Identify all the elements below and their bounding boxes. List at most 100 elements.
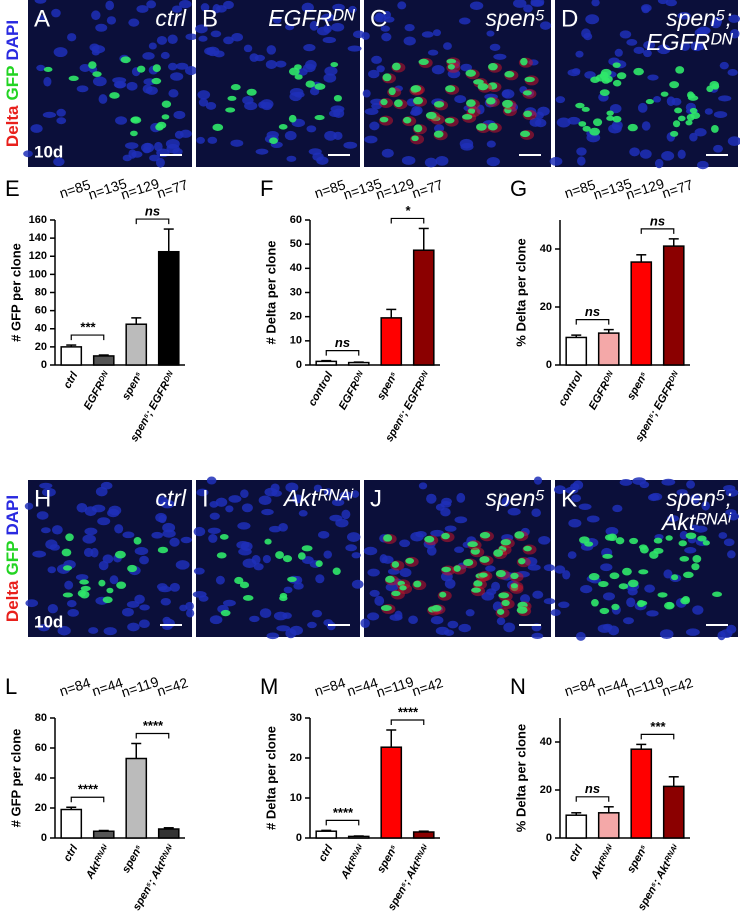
gfp-nucleus	[473, 580, 483, 587]
nucleus	[401, 156, 416, 165]
nucleus	[639, 149, 652, 159]
panel-letter: N	[510, 674, 526, 699]
y-axis-label: # GFP per clone	[8, 243, 23, 342]
gfp-nucleus	[305, 80, 316, 88]
nucleus	[83, 547, 94, 557]
nucleus	[690, 494, 700, 504]
image-panel: I Aktᴿᴺᴬⁱ	[192, 476, 364, 640]
nucleus	[690, 41, 704, 52]
y-tick-label: 20	[35, 802, 47, 814]
gfp-nucleus	[653, 537, 663, 544]
gfp-nucleus	[225, 107, 236, 113]
nucleus	[49, 544, 60, 551]
nucleus	[109, 575, 119, 585]
y-tick-label: 0	[41, 832, 47, 844]
gfp-nucleus	[590, 76, 600, 83]
nucleus	[346, 532, 361, 542]
nucleus	[376, 65, 385, 73]
gfp-nucleus	[278, 124, 288, 130]
gfp-nucleus	[615, 537, 625, 545]
gfp-nucleus	[516, 606, 528, 614]
nucleus	[460, 63, 473, 72]
gfp-nucleus	[332, 567, 341, 576]
gfp-nucleus	[514, 531, 525, 539]
nucleus	[600, 563, 613, 572]
nucleus	[575, 631, 586, 641]
nucleus	[543, 598, 556, 605]
nucleus	[108, 505, 122, 516]
nucleus	[171, 5, 183, 13]
nucleus	[679, 41, 691, 51]
nucleus	[105, 0, 115, 11]
x-tick-label: spen⁵	[625, 843, 651, 876]
nucleus	[82, 534, 96, 544]
nucleus	[394, 610, 403, 620]
nucleus	[134, 594, 145, 604]
nucleus	[661, 478, 676, 486]
gfp-nucleus	[383, 534, 393, 542]
condition-label: EGFRᴰᴺ	[268, 5, 355, 31]
nucleus	[641, 5, 650, 14]
gfp-nucleus	[612, 115, 622, 123]
bar	[630, 261, 653, 366]
gfp-nucleus	[601, 77, 611, 84]
nucleus	[92, 76, 107, 87]
significance-label: ns	[585, 781, 600, 796]
image-background	[364, 0, 551, 167]
bar	[412, 831, 435, 839]
nucleus	[298, 510, 308, 517]
nucleus	[485, 565, 496, 572]
nucleus	[324, 66, 338, 76]
nucleus	[305, 59, 317, 70]
nucleus	[543, 564, 555, 572]
nucleus	[657, 0, 669, 5]
significance-bracket	[390, 719, 425, 725]
bar	[157, 250, 180, 366]
stain-word: Delta	[3, 580, 22, 622]
nucleus	[728, 512, 739, 521]
y-tick-label: 20	[35, 341, 47, 353]
x-tick-label: ctrl	[566, 842, 585, 864]
gfp-nucleus	[127, 564, 138, 573]
panel-letter: I	[202, 485, 209, 512]
nucleus	[529, 117, 542, 127]
nucleus	[623, 617, 634, 625]
gfp-nucleus	[79, 579, 89, 585]
y-axis-label: # Delta per clone	[263, 240, 278, 344]
nucleus	[458, 623, 471, 633]
y-tick-label: 20	[540, 784, 552, 796]
gfp-nucleus	[639, 545, 649, 554]
significance-label: ****	[397, 704, 418, 719]
nucleus	[98, 560, 109, 571]
nucleus	[307, 621, 317, 629]
gfp-nucleus	[467, 541, 478, 548]
gfp-nucleus	[447, 64, 455, 70]
nucleus	[103, 627, 117, 636]
y-tick-label: 0	[546, 832, 552, 844]
nucleus	[34, 0, 47, 4]
bar	[565, 336, 588, 366]
nucleus	[167, 62, 178, 71]
gfp-nucleus	[411, 135, 419, 142]
nucleus	[79, 63, 91, 72]
x-tick-label: EGFRᴰᴺ	[82, 369, 113, 411]
nucleus	[602, 592, 616, 601]
nucleus	[397, 1, 407, 10]
nucleus	[312, 152, 324, 161]
nucleus	[586, 515, 600, 523]
gfp-nucleus	[242, 595, 254, 601]
nucleus	[351, 552, 361, 559]
gfp-nucleus	[523, 110, 533, 118]
y-tick-label: 80	[35, 712, 47, 724]
nucleus	[404, 23, 415, 32]
nucleus	[230, 139, 244, 147]
nucleus	[677, 149, 686, 160]
gfp-nucleus	[68, 75, 79, 81]
nucleus	[56, 108, 66, 117]
nucleus	[459, 138, 474, 149]
gfp-nucleus	[633, 67, 644, 76]
nucleus	[331, 498, 345, 507]
y-axis-label: # Delta per clone	[263, 726, 278, 830]
